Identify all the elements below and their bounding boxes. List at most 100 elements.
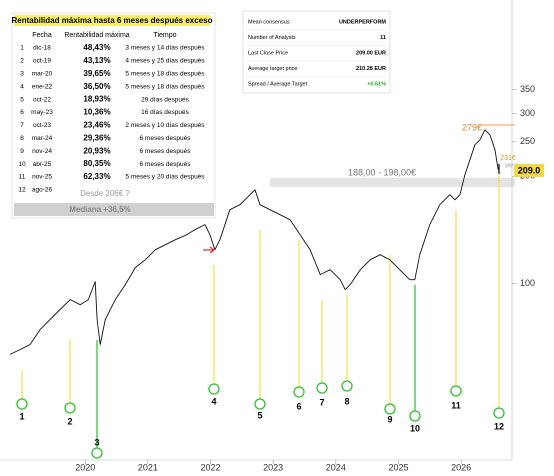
x-tick-label: 2023 xyxy=(263,462,283,472)
event-circle xyxy=(254,398,266,410)
y-tick-label: 350 xyxy=(520,84,535,94)
median: Mediana +36,5% xyxy=(69,205,131,214)
event-number: 2 xyxy=(67,416,72,426)
table-cell: 36,50% xyxy=(83,82,110,91)
table-cell: 5 meses y 18 días después xyxy=(125,71,205,78)
event-number: 7 xyxy=(319,397,324,407)
consensus-label: Number of Analysts xyxy=(248,35,296,41)
consensus-label: Mean consensus xyxy=(248,19,290,25)
event-circle xyxy=(384,403,396,415)
table-cell: dic-18 xyxy=(33,45,51,52)
event-circle xyxy=(316,382,328,394)
x-tick-label: 2025 xyxy=(388,462,408,472)
median-bar xyxy=(14,203,214,216)
table-cell: 16 días después xyxy=(141,109,189,116)
event-circle xyxy=(450,385,462,397)
table-cell: 6 meses después xyxy=(140,161,192,168)
table-cell: 4 xyxy=(20,83,24,90)
event-circle xyxy=(409,410,421,422)
table-cell: oct-22 xyxy=(33,96,51,103)
table-cell: 6 meses después xyxy=(140,148,192,155)
table-cell: nov-24 xyxy=(32,148,52,155)
table-cell: 62,33% xyxy=(83,172,110,181)
event-number: 3 xyxy=(94,437,99,447)
table-cell: oct-19 xyxy=(33,58,51,65)
table-cell: 3 meses y 14 días después xyxy=(125,45,205,52)
event-circle xyxy=(16,398,28,410)
event-circle xyxy=(64,402,76,414)
table-cell: 5 meses y 18 días después xyxy=(125,83,205,90)
table-cell: 39,65% xyxy=(83,69,110,78)
event-number: 11 xyxy=(451,400,461,410)
event-number: 6 xyxy=(296,401,301,411)
consensus-value: 11 xyxy=(380,35,386,41)
table-cell: 29,36% xyxy=(83,133,110,142)
table-cell: 18,93% xyxy=(83,95,110,104)
event-circle xyxy=(293,386,305,398)
table-title: Rentabilidad máxima hasta 6 meses despué… xyxy=(12,16,213,25)
table-cell: 80,35% xyxy=(83,159,110,168)
consensus-label: Last Close Price xyxy=(248,50,288,56)
table-cell: abr-25 xyxy=(33,161,52,168)
table-frame xyxy=(11,12,216,219)
table-header: Fecha xyxy=(32,32,52,39)
consensus-label: Average target price xyxy=(248,66,297,72)
consensus-value: 210.28 EUR xyxy=(356,66,386,72)
y-tick-label: 250 xyxy=(520,136,535,146)
consensus-label: Spread / Average Target xyxy=(248,81,308,87)
table-cell: 20,93% xyxy=(83,146,110,155)
table-cell: ene-22 xyxy=(32,83,53,90)
x-tick-label: 2021 xyxy=(138,462,158,472)
table-header: Tiempo xyxy=(153,32,176,39)
table-cell: ago-26 xyxy=(32,187,53,194)
table: Rentabilidad máxima hasta 6 meses despué… xyxy=(11,12,216,219)
consensus-value: +0.61% xyxy=(367,81,386,87)
table-cell: 7 xyxy=(20,122,24,129)
event-circle xyxy=(493,407,505,419)
table-cell: 5 xyxy=(20,96,24,103)
table-cell: 11 xyxy=(19,174,26,181)
table-cell: 48,43% xyxy=(83,43,110,52)
last-price: 209.0 xyxy=(518,165,541,175)
table-cell: nov-25 xyxy=(32,174,52,181)
x-tick-label: 2022 xyxy=(201,462,221,472)
gap-price: 231€ xyxy=(500,155,516,162)
event-circle xyxy=(341,380,353,392)
event-number: 10 xyxy=(410,423,420,433)
price-line xyxy=(9,129,499,355)
high-label: 279€ xyxy=(462,122,482,132)
range-label: 188,00 - 198,00€ xyxy=(348,167,416,177)
table-cell: 9 xyxy=(20,148,24,155)
event-number: 9 xyxy=(387,414,392,424)
table-cell: mar-24 xyxy=(32,135,53,142)
title-highlight xyxy=(14,15,210,26)
y-tick-label: 100 xyxy=(520,278,535,288)
x-tick-label: 2020 xyxy=(75,462,95,472)
table-cell: 2 xyxy=(20,58,24,65)
event-number: 5 xyxy=(257,410,262,420)
x-tick-label: 2026 xyxy=(451,462,471,472)
table-cell: 12 xyxy=(18,187,26,194)
table-cell: 3 xyxy=(20,71,24,78)
arrow xyxy=(203,246,215,254)
table-cell: 10 xyxy=(18,161,26,168)
table-cell: mar-20 xyxy=(32,71,53,78)
table-cell: 1 xyxy=(20,45,24,52)
table-cell: 10,36% xyxy=(83,108,110,117)
gap-label: gap xyxy=(505,162,514,168)
event-number: 8 xyxy=(344,396,349,406)
event-circle xyxy=(91,447,103,459)
gap-band xyxy=(270,178,515,187)
consensus-value: UNDERPERFORM xyxy=(339,19,386,25)
table-cell: oct-23 xyxy=(33,122,51,129)
consensus: Mean consensus UNDERPERFORM Number of Anal… xyxy=(242,10,391,94)
table-cell: 2 meses y 10 días después xyxy=(125,122,205,129)
table-cell: may-23 xyxy=(31,109,53,116)
table-note: Desde 206€ ? xyxy=(80,189,130,198)
event-number: 4 xyxy=(211,396,216,406)
y-tick-label: 300 xyxy=(520,108,535,118)
x-tick-label: 2024 xyxy=(326,462,346,472)
